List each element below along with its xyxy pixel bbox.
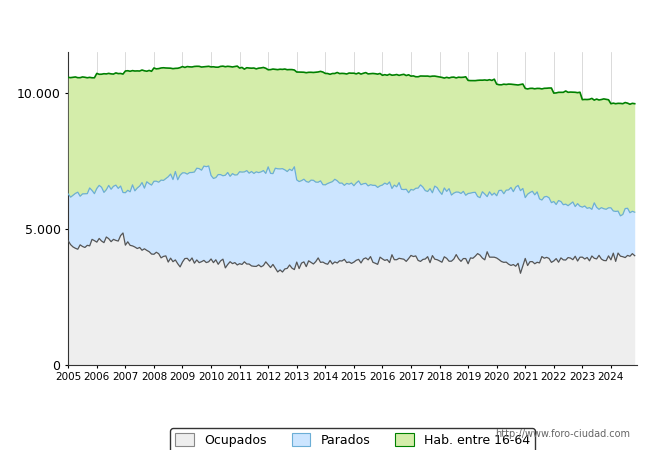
Legend: Ocupados, Parados, Hab. entre 16-64: Ocupados, Parados, Hab. entre 16-64	[170, 428, 535, 450]
Text: La Carolina - Evolucion de la poblacion en edad de Trabajar Noviembre de 2024: La Carolina - Evolucion de la poblacion …	[20, 16, 630, 31]
Text: http://www.foro-ciudad.com: http://www.foro-ciudad.com	[495, 429, 630, 439]
